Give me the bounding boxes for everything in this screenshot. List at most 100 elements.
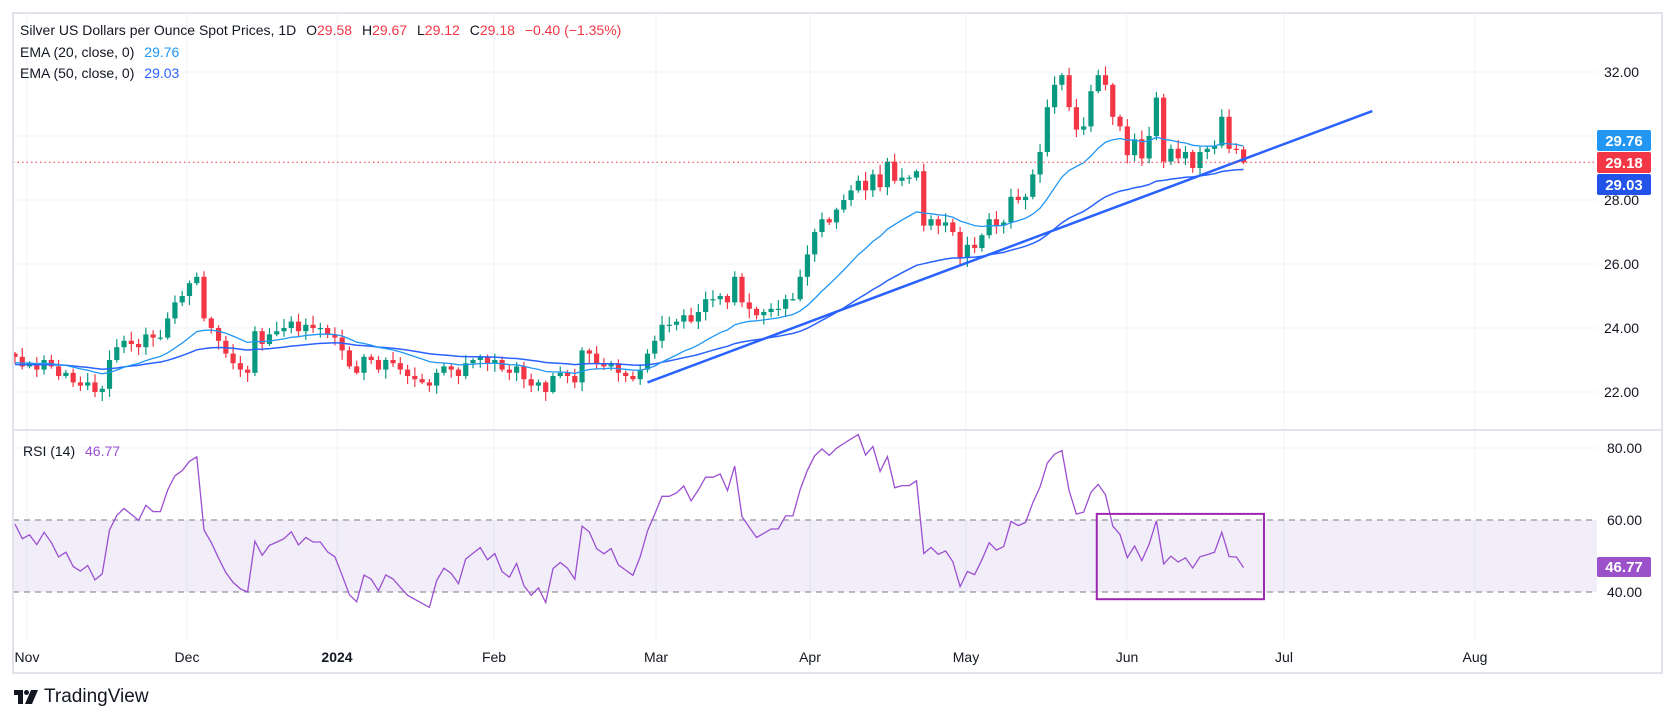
candle-body [259, 331, 265, 344]
candle [1102, 66, 1109, 91]
open-value: 29.58 [317, 22, 353, 38]
candle [34, 357, 40, 378]
candle-body [790, 299, 796, 301]
candle-body [1197, 152, 1203, 168]
candle [950, 218, 956, 236]
time-label: Jun [1116, 649, 1139, 665]
candle [1117, 114, 1123, 132]
candle-body [266, 334, 273, 344]
candle-body [1044, 107, 1050, 152]
chart-frame [12, 12, 1663, 674]
candle [237, 355, 243, 377]
candle [688, 307, 694, 324]
candle [1030, 169, 1036, 200]
candle-body [252, 331, 258, 373]
candle-body [826, 219, 832, 223]
candle [1161, 93, 1167, 169]
candle [1182, 146, 1189, 166]
candle-body [1233, 148, 1239, 150]
candle-body [390, 360, 396, 364]
candle [993, 211, 1000, 234]
candle-body [1022, 196, 1029, 200]
candle [1226, 109, 1232, 154]
candle-body [892, 161, 898, 181]
candle [1211, 140, 1218, 155]
candle-body [986, 219, 992, 236]
candle-body [274, 331, 280, 335]
candle [1073, 98, 1080, 138]
candle-body [1037, 152, 1043, 175]
candle [826, 217, 832, 226]
candle [1131, 133, 1138, 162]
price-tick: 32.00 [1604, 64, 1639, 80]
candle [695, 304, 701, 329]
candle [833, 207, 840, 229]
candle [1081, 117, 1087, 136]
candle-body [1146, 136, 1152, 159]
candle [281, 319, 287, 337]
price-axis[interactable]: 32.00 28.00 26.00 24.00 22.00 [1604, 64, 1639, 400]
rsi-legend[interactable]: RSI (14) 46.77 [23, 443, 120, 459]
candle-body [579, 350, 585, 383]
candle-body [455, 369, 462, 376]
candle [259, 327, 265, 351]
candle-body [950, 222, 956, 232]
candle-body [514, 366, 520, 373]
candles [12, 66, 1247, 402]
candle [179, 291, 185, 307]
candle [194, 272, 200, 286]
ema50-badge-value: 29.03 [1605, 177, 1643, 194]
time-label: May [953, 649, 979, 665]
tradingview-brand[interactable]: TradingView [14, 686, 149, 708]
candle [1015, 188, 1021, 204]
candle [303, 318, 309, 341]
candle-body [70, 372, 76, 383]
ema50-legend[interactable]: EMA (50, close, 0) 29.03 [20, 65, 179, 81]
ema20-value: 29.76 [144, 44, 180, 60]
candle [921, 163, 927, 232]
candle [48, 354, 54, 369]
ema20-legend[interactable]: EMA (20, close, 0) 29.76 [20, 44, 179, 60]
symbol-title: Silver US Dollars per Ounce Spot Prices,… [20, 22, 297, 38]
candle [1139, 130, 1145, 166]
candle [739, 273, 745, 308]
candle [245, 365, 251, 382]
candle [623, 370, 629, 382]
candle [201, 271, 207, 322]
candle-body [332, 334, 338, 338]
trendline[interactable] [647, 109, 1373, 384]
last-price-badge: 29.18 [1597, 152, 1651, 173]
candle-body [106, 360, 113, 389]
candle-body [797, 276, 803, 300]
candle [848, 185, 854, 207]
change-value: −0.40 (−1.35%) [524, 22, 622, 38]
candle-body [1030, 174, 1036, 197]
candle [135, 338, 142, 356]
candle [339, 329, 345, 360]
close-label: C [469, 22, 480, 38]
candle-body [855, 180, 861, 191]
candle [354, 360, 360, 375]
candle-body [775, 308, 781, 310]
ema20-line [14, 136, 1244, 375]
candle [390, 351, 396, 367]
candle-body [506, 369, 512, 373]
candle [252, 326, 258, 377]
rsi-axis[interactable]: 80.00 60.00 40.00 [1607, 440, 1642, 600]
candle [906, 175, 912, 184]
candle [819, 212, 825, 238]
candle-body [1131, 139, 1138, 156]
time-axis[interactable]: Nov Dec 2024 Feb Mar Apr May Jun Jul Aug [15, 649, 1488, 665]
candle-body [383, 360, 389, 370]
candle-body [230, 353, 236, 364]
rsi-highlight-box[interactable] [1095, 512, 1265, 601]
candle-body [884, 161, 890, 188]
candle [106, 350, 113, 397]
candle-body [768, 308, 774, 312]
symbol-legend[interactable]: Silver US Dollars per Ounce Spot Prices,… [20, 22, 621, 38]
candle-body [1066, 75, 1072, 108]
ema50-value: 29.03 [144, 65, 180, 81]
candle-body [964, 244, 970, 258]
time-label: Feb [482, 649, 506, 665]
